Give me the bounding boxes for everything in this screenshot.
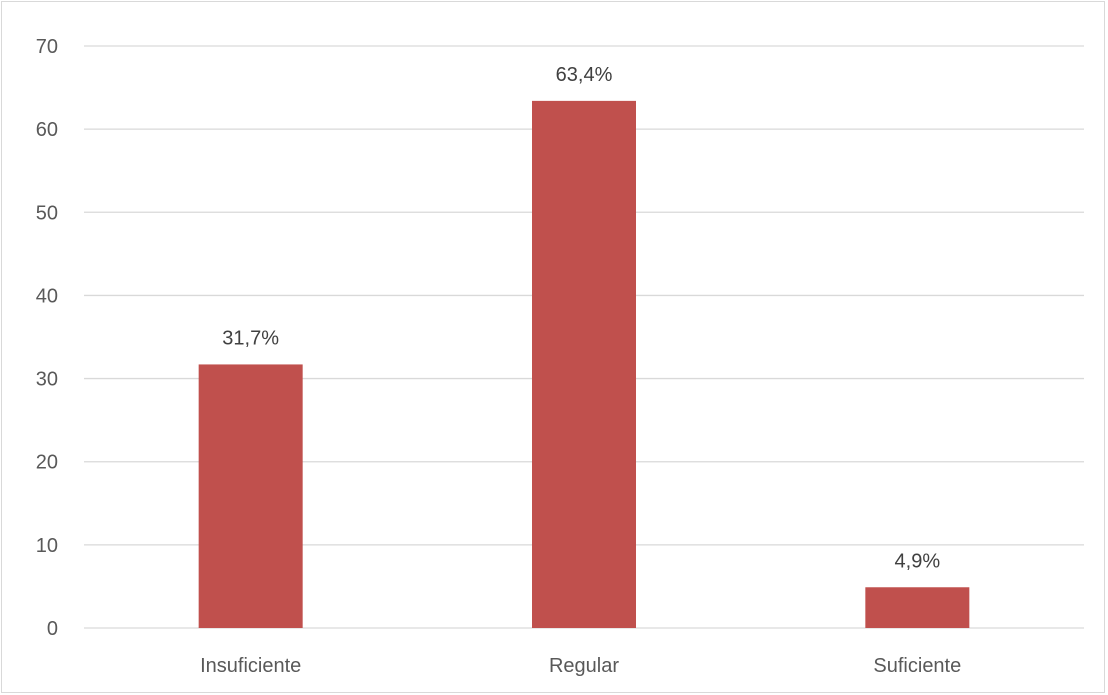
x-tick-label-insuficiente: Insuficiente [200, 655, 301, 677]
y-axis-tick-labels: 0 10 20 30 40 50 60 70 [36, 36, 58, 640]
data-labels: 31,7% 63,4% 4,9% [222, 64, 940, 572]
y-tick-label: 10 [36, 535, 58, 557]
bar-suficiente [865, 587, 970, 628]
bar-insuficiente [198, 364, 303, 628]
y-tick-label: 0 [47, 618, 58, 640]
y-tick-label: 40 [36, 285, 58, 307]
y-tick-label: 20 [36, 452, 58, 474]
data-label-regular: 63,4% [556, 64, 613, 86]
data-label-insuficiente: 31,7% [222, 327, 279, 349]
bars [198, 100, 970, 629]
y-tick-label: 50 [36, 202, 58, 224]
x-tick-label-regular: Regular [549, 655, 619, 677]
data-label-suficiente: 4,9% [895, 550, 941, 572]
y-tick-label: 30 [36, 369, 58, 391]
x-tick-label-suficiente: Suficiente [873, 655, 961, 677]
x-axis-tick-labels: Insuficiente Regular Suficiente [200, 655, 961, 677]
y-tick-label: 70 [36, 36, 58, 58]
bar-regular [532, 100, 636, 629]
y-tick-label: 60 [36, 119, 58, 141]
